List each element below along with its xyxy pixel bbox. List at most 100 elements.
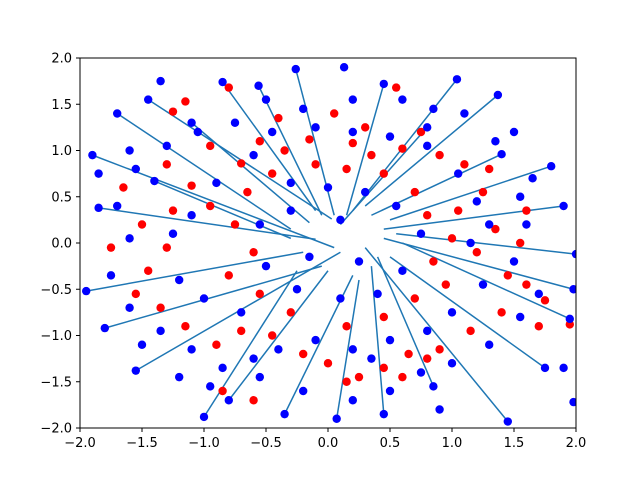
x-tick-label: −2.0	[64, 436, 96, 451]
blue-point	[354, 257, 364, 266]
red-point	[398, 144, 407, 153]
y-tick-label: −1.5	[40, 375, 72, 390]
blue-point	[199, 412, 209, 422]
red-point	[379, 312, 388, 322]
red-point	[311, 160, 320, 169]
y-axis: −2.0 −1.5 −1.0 −0.5 0.0 0.5 1.0 1.5 2.0	[40, 52, 80, 437]
blue-point	[156, 326, 165, 336]
y-tick-label: 1.5	[51, 98, 72, 113]
blue-point	[144, 95, 153, 104]
blue-point	[125, 303, 134, 312]
blue-point	[569, 285, 576, 294]
y-tick-label: −1.0	[40, 329, 72, 344]
red-point	[255, 137, 264, 146]
blue-point	[509, 257, 519, 266]
red-point	[181, 322, 190, 331]
line-segment	[228, 270, 329, 401]
blue-point	[348, 396, 357, 405]
blue-point	[423, 326, 432, 336]
red-point	[392, 83, 401, 92]
blue-point	[339, 63, 349, 72]
blue-point	[398, 95, 407, 104]
blue-point	[485, 340, 494, 349]
red-point	[472, 248, 481, 257]
blue-point	[423, 141, 432, 151]
red-point	[478, 187, 488, 197]
blue-point	[416, 229, 426, 238]
line-segment	[383, 237, 574, 290]
red-point	[348, 138, 357, 148]
blue-point	[131, 164, 140, 174]
line-segment	[86, 251, 304, 292]
red-point	[367, 150, 376, 160]
red-point	[522, 206, 531, 215]
plot-frame	[79, 57, 577, 429]
y-tick-label: 2.0	[51, 52, 72, 67]
red-point	[206, 201, 215, 211]
blue-point	[299, 386, 308, 396]
red-point	[162, 243, 171, 252]
blue-point	[94, 203, 103, 213]
blue-point	[199, 294, 209, 303]
blue-point	[379, 409, 388, 419]
blue-point	[299, 104, 308, 114]
blue-point	[348, 127, 357, 137]
red-point	[230, 220, 240, 229]
blue-point	[137, 340, 147, 349]
red-point	[342, 322, 351, 331]
blue-point	[286, 178, 295, 188]
red-point	[106, 243, 116, 252]
blue-point	[447, 308, 457, 317]
blue-point	[193, 127, 202, 137]
y-tick-label: 0.0	[51, 237, 72, 252]
red-point	[361, 123, 370, 132]
red-point	[540, 296, 550, 305]
blue-point	[528, 174, 537, 183]
line-segment	[383, 205, 564, 230]
blue-point	[125, 146, 134, 155]
line-segment	[376, 256, 435, 387]
blue-point	[237, 308, 246, 317]
red-point	[274, 113, 283, 123]
line-segment	[370, 266, 385, 415]
blue-point	[336, 215, 345, 225]
blue-point	[113, 109, 122, 118]
blue-point	[187, 345, 196, 354]
blue-point	[472, 197, 481, 206]
line-segment	[345, 83, 385, 216]
red-point	[435, 345, 444, 354]
blue-point	[292, 285, 302, 294]
blue-point	[150, 176, 159, 186]
blue-point	[385, 132, 395, 141]
blue-point	[255, 220, 264, 229]
y-tick-label: −0.5	[40, 283, 72, 298]
line-segment	[364, 247, 509, 423]
x-tick-label: −1.5	[126, 436, 158, 451]
line-segment	[154, 180, 292, 240]
line-segment	[295, 68, 335, 216]
red-point	[224, 271, 233, 280]
blue-point	[311, 335, 320, 345]
red-point	[429, 257, 438, 266]
blue-point	[559, 201, 568, 211]
blue-point	[509, 127, 519, 137]
red-point	[522, 280, 531, 289]
blue-point	[373, 289, 382, 299]
blue-point	[429, 382, 438, 391]
red-point	[119, 183, 128, 192]
line-segment	[191, 122, 310, 224]
line-segment	[257, 85, 323, 216]
blue-point	[106, 271, 116, 280]
red-point	[218, 386, 227, 396]
red-point	[485, 164, 494, 174]
red-point	[534, 322, 543, 331]
blue-point	[569, 397, 576, 407]
blue-point	[113, 201, 122, 211]
blue-point	[168, 229, 178, 238]
line-segment	[352, 78, 458, 212]
blue-point	[94, 169, 103, 178]
red-point	[491, 224, 500, 234]
line-segment	[389, 165, 552, 221]
red-point	[131, 289, 140, 299]
x-axis: −2.0 −1.5 −1.0 −0.5 0.0 0.5 1.0 1.5 2.0	[64, 428, 586, 451]
